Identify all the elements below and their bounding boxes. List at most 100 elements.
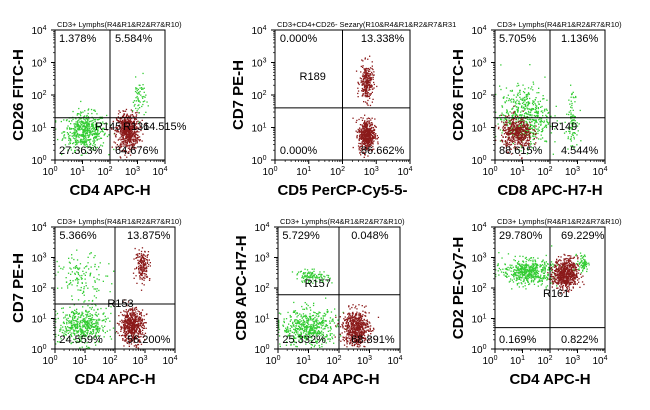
event-dot-p2 xyxy=(130,315,133,318)
y-tick-label: 100 xyxy=(31,155,46,167)
event-dot-p0 xyxy=(93,136,95,139)
event-dot-p0 xyxy=(85,320,87,323)
event-dot-p1 xyxy=(126,113,128,115)
event-dot-p1 xyxy=(76,249,78,251)
event-dot-p2 xyxy=(134,326,136,328)
event-dot-p0 xyxy=(495,93,497,96)
event-dot-p0 xyxy=(62,311,64,314)
event-dot-p0 xyxy=(86,124,89,126)
event-dot-p1 xyxy=(108,263,110,265)
event-dot-p1 xyxy=(99,262,101,264)
event-dot-p1 xyxy=(361,119,364,121)
event-dot-p0 xyxy=(520,111,522,113)
event-dot-p0 xyxy=(73,146,75,148)
event-dot-p2 xyxy=(135,306,137,309)
event-dot-p0 xyxy=(362,93,364,95)
event-dot-p0 xyxy=(89,322,91,324)
event-dot-p0 xyxy=(527,103,529,106)
event-dot-p0 xyxy=(65,314,67,316)
event-dot-p0 xyxy=(88,124,90,126)
event-dot-p1 xyxy=(513,105,515,107)
event-dot-p2 xyxy=(572,132,574,134)
event-dot-p0 xyxy=(91,125,93,127)
event-dot-p0 xyxy=(68,327,70,329)
event-dot-p0 xyxy=(530,88,532,90)
event-dot-p0 xyxy=(531,86,533,88)
event-dot-p2 xyxy=(126,315,128,317)
event-dot-p0 xyxy=(73,304,75,306)
y-tick-label: 101 xyxy=(31,314,46,326)
event-dot-p1 xyxy=(504,129,506,132)
event-dot-p0 xyxy=(56,341,59,343)
event-dot-p0 xyxy=(55,310,57,312)
event-dot-p1 xyxy=(130,141,132,143)
event-dot-p0 xyxy=(74,144,77,146)
event-dot-p1 xyxy=(122,143,124,145)
event-dot-p3 xyxy=(146,276,149,278)
event-dot-p0 xyxy=(96,133,98,135)
event-dot-p0 xyxy=(68,120,70,122)
event-dot-p1 xyxy=(515,126,518,128)
event-dot-p3 xyxy=(137,262,139,264)
event-dot-p1 xyxy=(370,127,373,129)
event-dot-p0 xyxy=(542,95,544,97)
event-dot-p0 xyxy=(62,131,64,133)
event-dot-p3 xyxy=(144,259,146,261)
event-dot-p0 xyxy=(83,129,85,131)
event-dot-p2 xyxy=(120,335,123,337)
event-dot-p0 xyxy=(78,119,80,121)
event-dot-p0 xyxy=(286,341,288,343)
event-dot-p1 xyxy=(519,137,521,139)
event-dot-p0 xyxy=(91,131,93,133)
event-dot-p0 xyxy=(531,118,533,121)
x-tick-label: 101 xyxy=(72,355,87,367)
event-dot-p0 xyxy=(83,301,85,303)
event-dot-p0 xyxy=(364,92,366,94)
event-dot-p0 xyxy=(57,138,59,141)
event-dot-p0 xyxy=(87,127,89,129)
event-dot-p1 xyxy=(127,139,129,141)
event-dot-p0 xyxy=(501,106,504,108)
event-dot-p0 xyxy=(76,121,79,123)
event-dot-p1 xyxy=(513,111,515,113)
event-dot-p0 xyxy=(337,319,339,321)
event-dot-p0 xyxy=(319,339,321,342)
event-dot-p1 xyxy=(61,287,63,289)
event-dot-p1 xyxy=(69,267,71,269)
event-dot-p0 xyxy=(74,309,76,311)
event-dot-p0 xyxy=(366,72,368,74)
event-dot-p0 xyxy=(109,124,112,126)
event-dot-p0 xyxy=(509,111,511,113)
event-dot-p1 xyxy=(528,139,530,142)
event-dot-p0 xyxy=(512,115,514,117)
event-dot-p1 xyxy=(534,130,536,132)
event-dot-p2 xyxy=(573,138,575,140)
event-dot-p0 xyxy=(520,132,522,135)
event-dot-p2 xyxy=(132,322,135,324)
event-dot-p0 xyxy=(521,99,523,101)
event-dot-p1 xyxy=(68,257,70,259)
event-dot-p1 xyxy=(58,265,60,267)
event-dot-p0 xyxy=(74,132,77,134)
event-dot-p2 xyxy=(564,121,566,123)
event-dot-p1 xyxy=(509,126,511,129)
event-dot-p1 xyxy=(80,289,82,291)
event-dot-p2 xyxy=(126,311,128,313)
event-dot-p0 xyxy=(88,129,90,131)
event-dot-p0 xyxy=(97,323,99,325)
event-dot-p0 xyxy=(303,336,305,338)
x-tick-label: 103 xyxy=(565,166,580,178)
event-dot-p2 xyxy=(129,320,131,323)
event-dot-p0 xyxy=(366,86,368,89)
event-dot-p0 xyxy=(94,325,97,327)
event-dot-p1 xyxy=(505,149,508,152)
event-dot-p0 xyxy=(84,119,87,121)
event-dot-p1 xyxy=(130,149,132,151)
event-dot-p0 xyxy=(294,320,296,323)
event-dot-p3 xyxy=(143,267,145,269)
event-dot-p0 xyxy=(82,335,84,338)
event-dot-p0 xyxy=(287,335,289,337)
event-dot-p1 xyxy=(371,132,374,134)
event-dot-p0 xyxy=(357,96,359,98)
event-dot-p2 xyxy=(118,323,120,325)
